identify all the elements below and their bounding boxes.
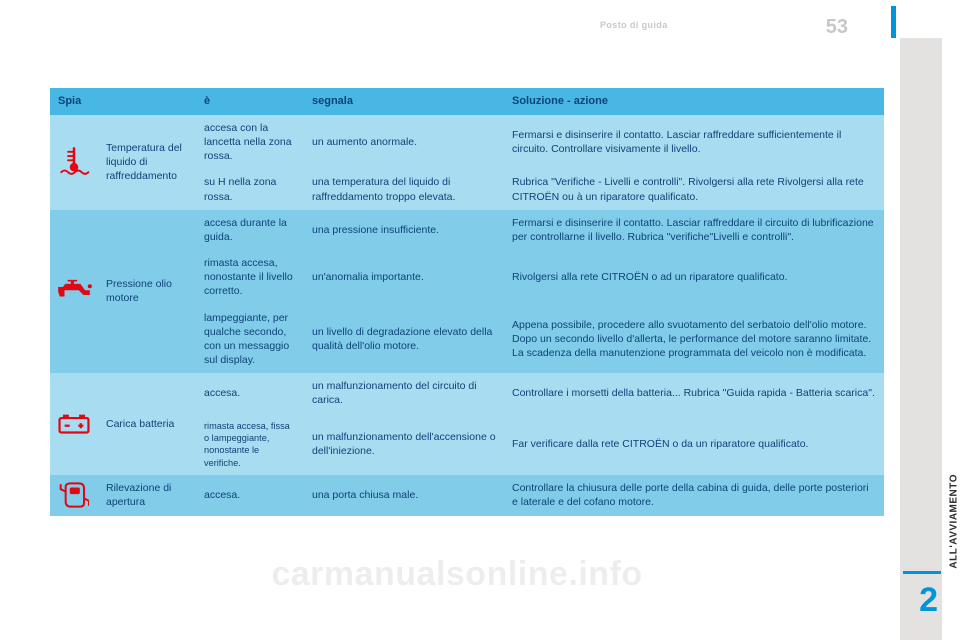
chapter-divider	[903, 571, 941, 574]
indicator-signal: un malfunzionamento dell'accensione o de…	[304, 414, 504, 476]
page-number: 53	[826, 16, 848, 39]
indicator-state: rimasta accesa, nonostante il livello co…	[196, 250, 304, 305]
indicator-state: su H nella zona rossa.	[196, 169, 304, 209]
indicator-action: Fermarsi e disinserire il contatto. Lasc…	[504, 115, 884, 170]
table-body: Temperatura del liquido di raffreddament…	[50, 115, 884, 516]
indicator-name: Pressione olio motore	[98, 210, 196, 374]
table-row: Pressione olio motore accesa durante la …	[50, 210, 884, 250]
coolant-temp-icon	[50, 115, 98, 210]
battery-icon	[50, 373, 98, 475]
indicator-signal: un livello di degradazione elevato della…	[304, 305, 504, 374]
indicator-signal: una pressione insufficiente.	[304, 210, 504, 250]
indicator-state: accesa durante la guida.	[196, 210, 304, 250]
oil-pressure-icon	[50, 210, 98, 374]
chapter-number: 2	[919, 581, 938, 620]
document-canvas: Posto di guida 53 Spia è segnala Soluzio…	[18, 6, 896, 640]
indicator-state: rimasta accesa, fissa o lampeggiante, no…	[196, 414, 304, 476]
col-header-spia: Spia	[50, 88, 196, 115]
indicator-signal: un malfunzionamento del circuito di cari…	[304, 373, 504, 413]
indicator-action: Fermarsi e disinserire il contatto. Lasc…	[504, 210, 884, 250]
col-header-segnala: segnala	[304, 88, 504, 115]
table-header-row: Spia è segnala Soluzione - azione	[50, 88, 884, 115]
indicator-action: Far verificare dalla rete CITROËN o da u…	[504, 414, 884, 476]
sidebar: ALL'AVVIAMENTO 2	[900, 38, 942, 640]
indicator-action: Controllare la chiusura delle porte dell…	[504, 475, 884, 515]
indicator-state: accesa.	[196, 373, 304, 413]
table-row: Rilevazione di apertura accesa. una port…	[50, 475, 884, 515]
indicator-action: Rubrica "Verifiche - Livelli e controlli…	[504, 169, 884, 209]
accent-bar	[891, 6, 896, 38]
sidebar-label: ALL'AVVIAMENTO	[949, 474, 960, 569]
col-header-e: è	[196, 88, 304, 115]
indicator-name: Rilevazione di apertura	[98, 475, 196, 515]
indicator-signal: una temperatura del liquido di raffredda…	[304, 169, 504, 209]
section-title: Posto di guida	[600, 20, 668, 30]
col-header-soluzione: Soluzione - azione	[504, 88, 884, 115]
indicator-action: Appena possibile, procedere allo svuotam…	[504, 305, 884, 374]
indicator-action: Controllare i morsetti della batteria...…	[504, 373, 884, 413]
table-row: Carica batteria accesa. un malfunzioname…	[50, 373, 884, 413]
indicator-name: Carica batteria	[98, 373, 196, 475]
indicator-state: lampeggiante, per qualche secondo, con u…	[196, 305, 304, 374]
page: Posto di guida 53 Spia è segnala Soluzio…	[18, 6, 942, 634]
indicator-signal: un'anomalia importante.	[304, 250, 504, 305]
door-open-icon	[50, 475, 98, 515]
indicator-signal: una porta chiusa male.	[304, 475, 504, 515]
indicator-signal: un aumento anormale.	[304, 115, 504, 170]
watermark: carmanualsonline.info	[18, 555, 896, 594]
warning-lights-table: Spia è segnala Soluzione - azione	[50, 88, 884, 516]
indicator-state: accesa con la lancetta nella zona rossa.	[196, 115, 304, 170]
indicator-name: Temperatura del liquido di raffreddament…	[98, 115, 196, 210]
indicator-state: accesa.	[196, 475, 304, 515]
table-row: Temperatura del liquido di raffreddament…	[50, 115, 884, 170]
indicator-action: Rivolgersi alla rete CITROËN o ad un rip…	[504, 250, 884, 305]
